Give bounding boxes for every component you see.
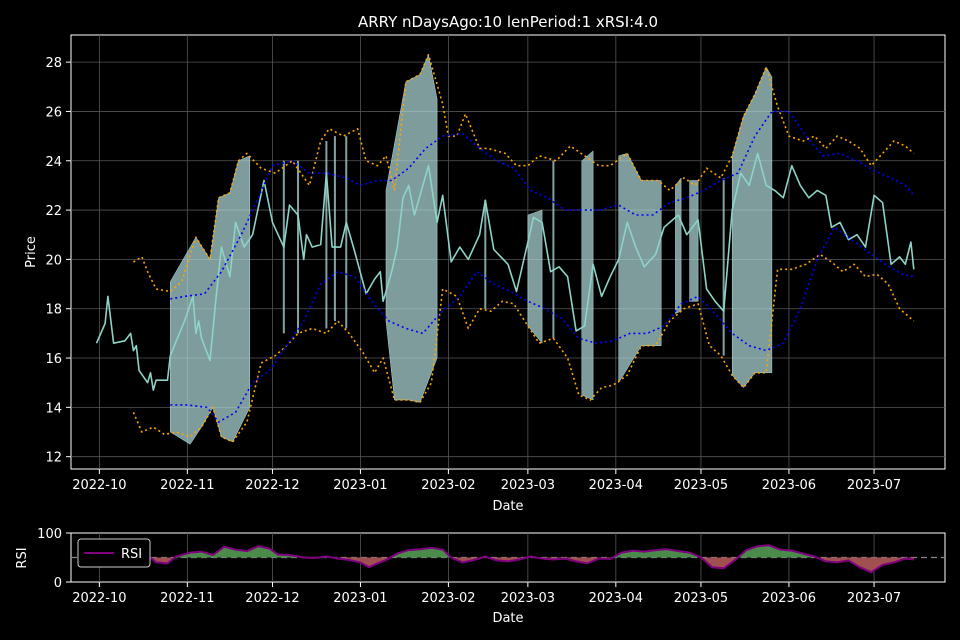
bollinger-inner-line (170, 226, 914, 423)
price-fill-spike (325, 141, 328, 329)
price-x-tick-label: 2023-02 (421, 478, 475, 493)
rsi-x-tick-label: 2023-03 (501, 591, 555, 606)
price-y-tick-label: 12 (45, 451, 62, 466)
price-ticks: 2022-10 2022-11 2022-12 2023-01 2023-02 2023-… (45, 56, 901, 493)
chart-title: ARRY nDaysAgo:10 lenPeriod:1 xRSI:4.0 (358, 13, 658, 31)
price-fill-spike (722, 178, 725, 356)
price-x-tick-label: 2023-06 (762, 478, 816, 493)
price-grid (71, 35, 945, 469)
price-y-tick-label: 18 (45, 303, 62, 318)
price-x-tick-label: 2022-11 (160, 478, 214, 493)
rsi-panel: 2022-10 2022-11 2022-12 2023-01 2023-02 2023-… (15, 527, 946, 626)
rsi-area-below (150, 557, 914, 573)
rsi-y-axis-label: RSI (15, 547, 30, 568)
bollinger-outer-line (132, 53, 915, 293)
price-y-tick-label: 28 (45, 56, 62, 71)
price-y-tick-label: 14 (45, 401, 62, 416)
price-x-axis-label: Date (492, 499, 523, 514)
price-lines (95, 53, 915, 443)
price-y-tick-label: 22 (45, 204, 62, 219)
price-fill-spike (552, 160, 555, 339)
price-x-tick-label: 2022-12 (245, 478, 299, 493)
price-fill-bands (170, 53, 773, 445)
price-fill-band (675, 177, 682, 314)
price-x-tick-label: 2023-05 (674, 478, 728, 493)
price-fill-band (581, 150, 594, 401)
price-fill-spike (297, 160, 300, 334)
rsi-line (149, 544, 914, 574)
price-y-axis-label: Price (24, 236, 39, 268)
rsi-ticks: 2022-10 2022-11 2022-12 2023-01 2023-02 2023-… (37, 527, 901, 606)
rsi-y-tick-label: 0 (54, 576, 62, 591)
rsi-x-tick-label: 2023-05 (674, 591, 728, 606)
price-fill-spike (333, 136, 336, 322)
price-x-tick-label: 2023-01 (333, 478, 387, 493)
price-fill-spike (345, 136, 348, 329)
rsi-x-tick-label: 2023-06 (762, 591, 816, 606)
rsi-x-tick-label: 2023-02 (421, 591, 475, 606)
rsi-x-tick-label: 2022-10 (72, 591, 126, 606)
rsi-x-tick-label: 2023-04 (589, 591, 643, 606)
price-fill-band (385, 53, 438, 403)
legend-rsi-label: RSI (121, 547, 142, 562)
rsi-legend: RSI (77, 538, 151, 568)
price-y-tick-label: 20 (45, 253, 62, 268)
price-panel: 2022-10 2022-11 2022-12 2023-01 2023-02 2023-… (24, 34, 946, 514)
price-fill-band (170, 155, 251, 445)
price-y-tick-label: 26 (45, 105, 62, 120)
rsi-lines (149, 544, 914, 574)
rsi-fill (150, 545, 914, 573)
price-x-tick-label: 2023-07 (847, 478, 901, 493)
price-x-tick-label: 2022-10 (72, 478, 126, 493)
rsi-x-tick-label: 2023-07 (847, 591, 901, 606)
rsi-area-above (150, 545, 914, 558)
price-fill-band (689, 180, 699, 302)
price-x-tick-label: 2023-03 (501, 478, 555, 493)
price-fill-spike (484, 200, 487, 309)
price-x-tick-label: 2023-04 (589, 478, 643, 493)
price-close-line (95, 152, 915, 391)
rsi-x-tick-label: 2022-12 (245, 591, 299, 606)
price-y-tick-label: 24 (45, 155, 62, 170)
rsi-x-axis-label: Date (492, 611, 523, 626)
rsi-x-tick-label: 2022-11 (160, 591, 214, 606)
price-y-tick-label: 16 (45, 352, 62, 367)
rsi-y-tick-label: 100 (37, 527, 62, 542)
rsi-x-tick-label: 2023-01 (333, 591, 387, 606)
price-fill-band (527, 209, 543, 344)
